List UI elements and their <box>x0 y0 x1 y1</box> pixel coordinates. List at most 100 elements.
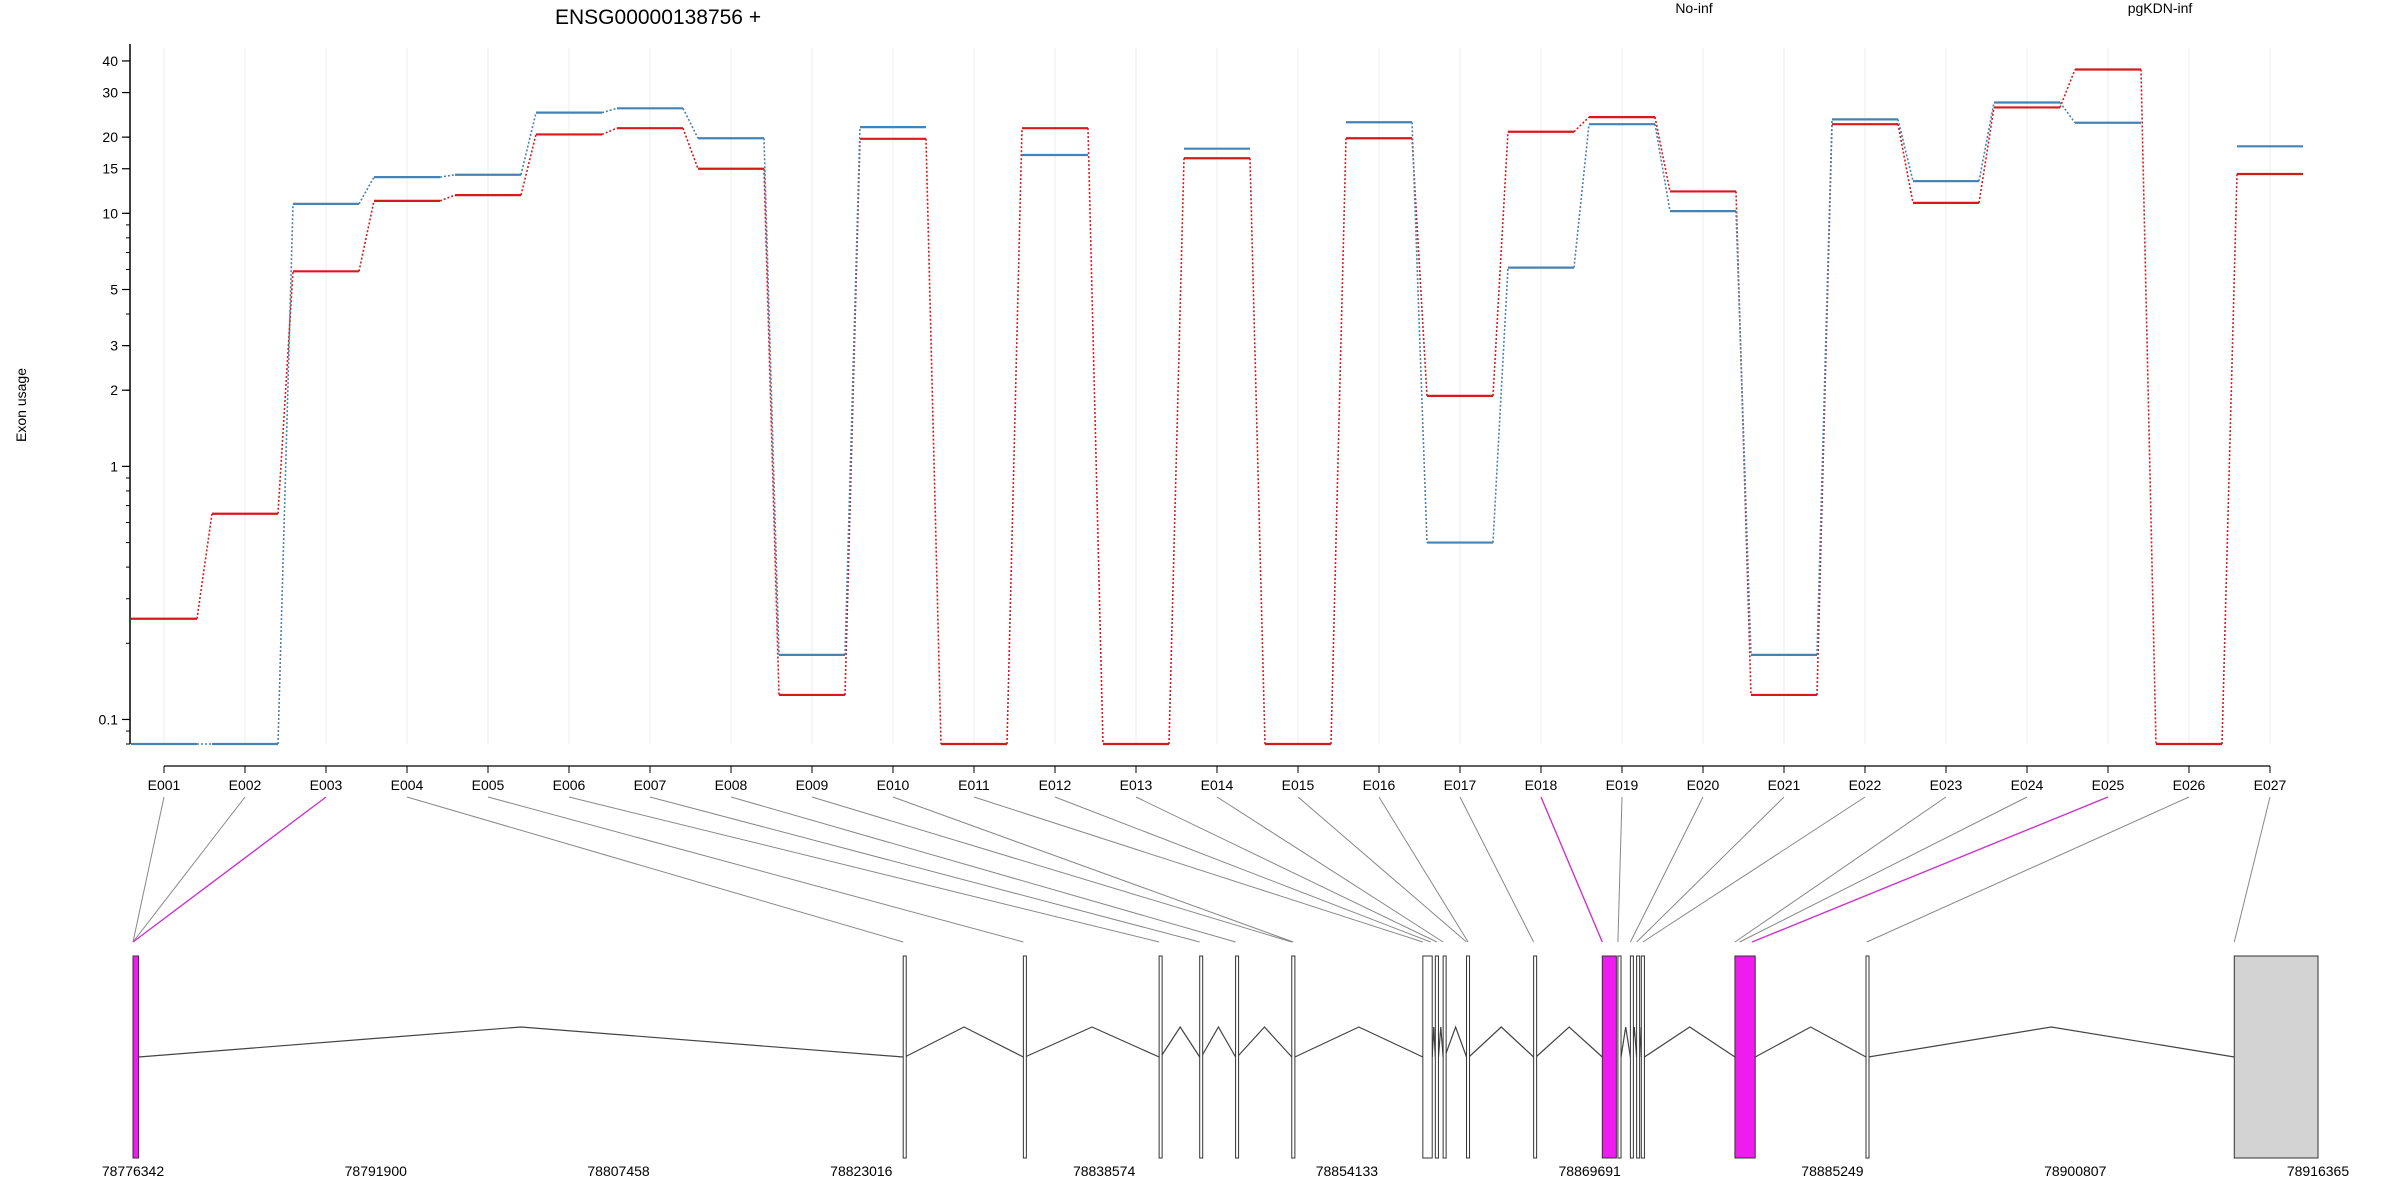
x-tick-label-e005: E005 <box>472 777 505 793</box>
series-no-inf-connector <box>196 513 213 619</box>
genomic-coordinate-label: 78869691 <box>1559 1163 1622 1179</box>
series-no-inf-connector <box>682 127 699 170</box>
series-pgkdn-inf-connector <box>1654 124 1671 212</box>
connector-e011 <box>973 796 1423 943</box>
intron-line <box>1868 1026 2235 1058</box>
series-no-inf-connector <box>763 168 780 695</box>
series-no-inf-connector <box>1978 107 1995 203</box>
genomic-coordinate-label: 78838574 <box>1073 1163 1136 1179</box>
x-tick-label-e016: E016 <box>1363 777 1396 793</box>
exon-box-13 <box>1601 955 1617 1159</box>
connector-e013 <box>1135 796 1438 943</box>
connector-e010 <box>892 796 1294 943</box>
connector-e014 <box>1216 796 1444 943</box>
x-tick-label-e007: E007 <box>634 777 667 793</box>
intron-line <box>1754 1026 1867 1058</box>
x-tick-label-e010: E010 <box>877 777 910 793</box>
series-pgkdn-inf-connector <box>1978 102 1995 182</box>
series-pgkdn-inf-connector <box>520 112 537 175</box>
connector-e009 <box>811 796 1292 943</box>
exon-box-1 <box>132 955 140 1159</box>
intron-line <box>1236 1026 1293 1058</box>
connector-e003 <box>132 796 327 943</box>
exon-box-6 <box>1235 955 1240 1159</box>
series-pgkdn-inf-connector <box>2059 102 2076 124</box>
series-pgkdn-inf-connector <box>439 173 456 178</box>
intron-line <box>1468 1026 1535 1058</box>
connector-e016 <box>1378 796 1469 943</box>
connector-e018 <box>1540 796 1603 943</box>
series-no-inf-connector <box>1897 124 1914 203</box>
genomic-coordinate-label: 78776342 <box>102 1163 165 1179</box>
intron-line <box>1294 1026 1424 1058</box>
y-tick-label: 5 <box>110 281 118 297</box>
intron-line <box>1431 1026 1436 1058</box>
series-pgkdn-inf-connector <box>682 107 699 139</box>
x-tick-label-e019: E019 <box>1606 777 1639 793</box>
intron-line <box>1620 1026 1631 1058</box>
connector-e006 <box>568 796 1160 943</box>
genomic-coordinate-label: 78885249 <box>1801 1163 1864 1179</box>
series-pgkdn-inf-connector <box>1492 267 1509 543</box>
genomic-coordinate-label: 78900807 <box>2044 1163 2107 1179</box>
connector-e017 <box>1459 796 1535 943</box>
y-tick-label: 2 <box>110 382 118 398</box>
y-tick-label: 40 <box>102 53 118 69</box>
x-tick-label-e021: E021 <box>1768 777 1801 793</box>
x-tick-label-e011: E011 <box>958 777 990 793</box>
y-tick-label: 20 <box>102 129 118 145</box>
x-tick-label-e002: E002 <box>229 777 262 793</box>
x-tick-label-e018: E018 <box>1525 777 1558 793</box>
y-tick-label: 10 <box>102 205 118 221</box>
x-tick-label-e008: E008 <box>715 777 748 793</box>
exon-box-4 <box>1158 955 1163 1159</box>
intron-line <box>1200 1025 1237 1058</box>
series-no-inf-connector <box>1573 116 1590 133</box>
x-tick-label-e027: E027 <box>2254 777 2287 793</box>
connector-e004 <box>406 796 904 943</box>
series-no-inf-connector <box>2059 69 2076 108</box>
x-tick-label-e015: E015 <box>1282 777 1315 793</box>
exon-box-2 <box>902 955 907 1159</box>
y-tick-label: 30 <box>102 85 118 101</box>
x-tick-label-e009: E009 <box>796 777 829 793</box>
series-no-inf-connector <box>2140 69 2157 745</box>
exon-box-19 <box>1865 955 1870 1159</box>
connector-e026 <box>1866 796 2190 943</box>
connector-e020 <box>1629 796 1704 943</box>
exon-box-16 <box>1636 955 1641 1159</box>
exon-box-12 <box>1533 955 1538 1159</box>
series-no-inf-connector <box>2221 173 2238 745</box>
series-pgkdn-inf-connector <box>1897 119 1914 182</box>
connector-e025 <box>1751 796 2109 943</box>
intron-line <box>1444 1025 1468 1058</box>
genomic-coordinate-label: 78854133 <box>1316 1163 1379 1179</box>
connector-e023 <box>1734 796 1947 943</box>
genomic-coordinate-label: 78807458 <box>587 1163 650 1179</box>
series-no-inf-connector <box>358 200 375 272</box>
legend-entry-pgkdn-inf: pgKDN-inf <box>2128 0 2193 16</box>
series-no-inf-connector <box>844 138 861 695</box>
series-no-inf-connector <box>1492 131 1509 396</box>
connector-e001 <box>132 796 165 943</box>
exon-box-17 <box>1640 955 1645 1159</box>
x-tick-label-e023: E023 <box>1930 777 1963 793</box>
x-tick-label-e001: E001 <box>148 777 181 793</box>
series-no-inf-connector <box>439 194 456 202</box>
intron-line <box>1160 1025 1201 1058</box>
x-tick-label-e022: E022 <box>1849 777 1882 793</box>
series-no-inf-connector <box>1249 158 1266 745</box>
series-pgkdn-inf-connector <box>844 127 861 655</box>
series-no-inf-connector <box>1654 116 1671 192</box>
series-no-inf-connector <box>1087 128 1104 745</box>
y-axis-label: Exon usage <box>13 368 29 442</box>
exon-box-11 <box>1466 955 1471 1159</box>
connector-e022 <box>1642 796 1866 943</box>
legend-entry-no-inf: No-inf <box>1675 0 1712 16</box>
connector-e002 <box>132 796 246 943</box>
x-tick-label-e014: E014 <box>1201 777 1234 793</box>
series-pgkdn-inf-connector <box>601 107 618 114</box>
x-tick-label-e003: E003 <box>310 777 343 793</box>
genomic-coordinate-label: 78791900 <box>345 1163 408 1179</box>
